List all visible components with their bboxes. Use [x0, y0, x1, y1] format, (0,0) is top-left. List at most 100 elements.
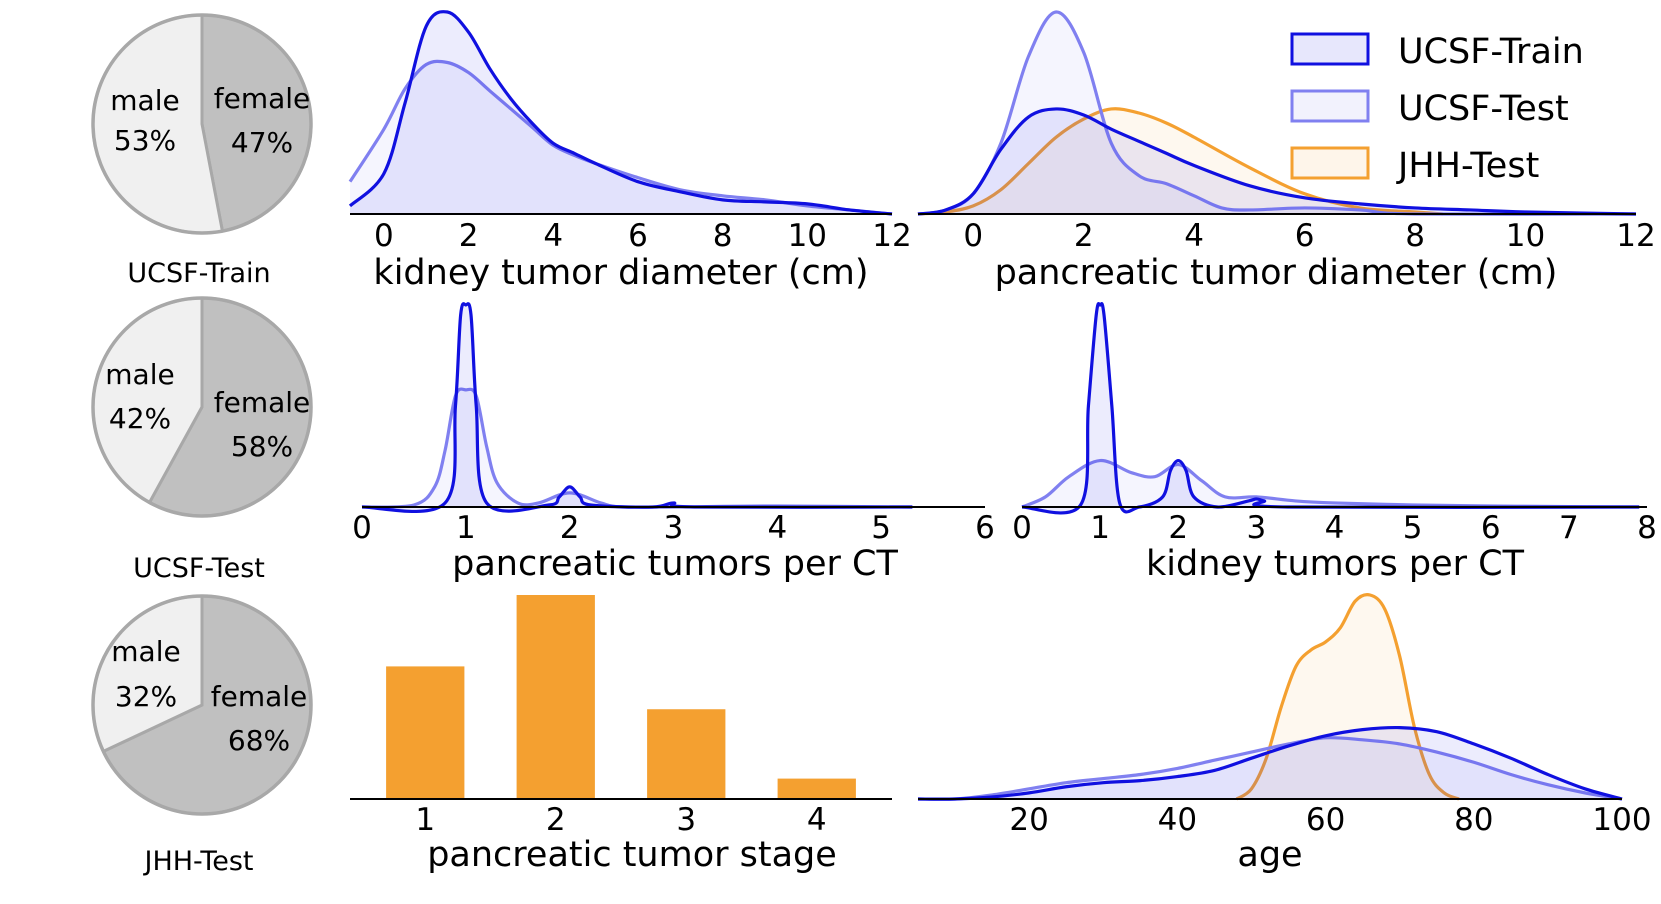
- area-ucsf-test: [1022, 460, 1640, 507]
- area-ucsf-test: [362, 389, 913, 508]
- x-tick-label: 5: [1403, 510, 1423, 546]
- x-tick-label: 0: [352, 510, 372, 546]
- line-ucsf-train: [917, 725, 1623, 801]
- x-axis-label: kidney tumor diameter (cm): [373, 253, 868, 293]
- x-tick-label: 1: [1090, 510, 1110, 546]
- legend-swatch-ucsf-train: [1290, 32, 1370, 66]
- area-jhh-test: [1236, 594, 1459, 799]
- legend: UCSF-Train UCSF-Test JHH-Test: [1290, 32, 1584, 186]
- x-tick-label: 2: [546, 802, 566, 838]
- pie-ucsf-train: male 53% female 47% UCSF-Train: [91, 13, 313, 289]
- legend-label-jhh-test: JHH-Test: [1396, 146, 1539, 186]
- line-ucsf-train: [917, 107, 1637, 216]
- area-ucsf-test: [350, 61, 892, 214]
- bar-stage-2: [516, 595, 595, 799]
- x-tick-label: 100: [1592, 802, 1651, 838]
- x-tick-label: 4: [1184, 218, 1204, 254]
- x-tick-label: 6: [975, 510, 995, 546]
- pie-label-female: female: [211, 680, 308, 713]
- pie-pct-male: 42%: [109, 402, 171, 435]
- x-tick-label: 40: [1158, 802, 1197, 838]
- area-ucsf-train: [350, 11, 892, 214]
- x-axis-label: pancreatic tumor diameter (cm): [995, 253, 1558, 293]
- x-tick-label: 2: [560, 510, 580, 546]
- pie-outline: [91, 594, 313, 816]
- x-tick-label: 10: [788, 218, 827, 254]
- panel-pancreatic-tumor-diameter-cm: 0 2 4 6 8 10 12 pancreatic tumor diameter (cm): [917, 10, 1656, 293]
- x-tick-label: 10: [1506, 218, 1545, 254]
- pie-jhh-test: male 32% female 68% JHH-Test: [91, 594, 313, 877]
- legend-swatch-jhh-test: [1290, 146, 1370, 180]
- x-tick-label: 2: [1074, 218, 1094, 254]
- x-tick-label: 60: [1306, 802, 1345, 838]
- pie-pct-female: 47%: [231, 126, 293, 159]
- x-tick-label: 12: [1616, 218, 1655, 254]
- pie-label-male: male: [111, 635, 180, 668]
- x-tick-label: 12: [872, 218, 911, 254]
- x-tick-label: 6: [1481, 510, 1501, 546]
- x-tick-label: 3: [676, 802, 696, 838]
- x-tick-label: 8: [1405, 218, 1425, 254]
- line-ucsf-test: [917, 10, 1637, 216]
- area-ucsf-train: [918, 108, 1636, 214]
- pie-charts: male 53% female 47% UCSF-Train male 42% female 5…: [91, 13, 313, 877]
- x-tick-label: 5: [871, 510, 891, 546]
- line-ucsf-test: [348, 59, 893, 216]
- line-ucsf-train: [1021, 302, 1640, 515]
- pie-title: UCSF-Train: [127, 258, 270, 289]
- x-tick-label: 1: [456, 510, 476, 546]
- pie-label-male: male: [110, 84, 179, 117]
- legend-label-ucsf-test: UCSF-Test: [1398, 89, 1569, 129]
- x-tick-label: 4: [1325, 510, 1345, 546]
- pie-label-male: male: [105, 358, 174, 391]
- area-ucsf-test: [918, 11, 1636, 215]
- x-axis-label: pancreatic tumors per CT: [452, 544, 898, 584]
- x-tick-label: 0: [374, 218, 394, 254]
- x-axis-label: pancreatic tumor stage: [427, 835, 837, 875]
- legend-swatch-ucsf-test: [1290, 89, 1370, 123]
- pie-title: UCSF-Test: [133, 553, 265, 584]
- x-tick-label: 0: [1012, 510, 1032, 546]
- x-axis-label: age: [1237, 835, 1302, 875]
- x-tick-label: 8: [1637, 510, 1657, 546]
- panel-pancreatic-tumors-per-ct: 0 1 2 3 4 5 6 pancreatic tumors per CT: [352, 302, 995, 584]
- x-tick-label: 2: [1168, 510, 1188, 546]
- pie-pct-female: 68%: [228, 724, 290, 757]
- x-tick-label: 3: [1247, 510, 1267, 546]
- panel-age: 20 40 60 80 100 age: [917, 593, 1652, 875]
- x-tick-label: 3: [664, 510, 684, 546]
- pie-outline: [91, 13, 313, 235]
- legend-label-ucsf-train: UCSF-Train: [1398, 32, 1584, 72]
- x-tick-label: 4: [543, 218, 563, 254]
- line-ucsf-train: [348, 10, 893, 216]
- pie-pct-female: 58%: [231, 430, 293, 463]
- area-ucsf-train: [362, 303, 913, 512]
- pie-slice-female: [200, 13, 313, 233]
- pie-pct-male: 53%: [114, 124, 176, 157]
- line-jhh-test: [1235, 593, 1460, 801]
- pie-label-female: female: [214, 386, 311, 419]
- x-tick-label: 4: [807, 802, 827, 838]
- pie-pct-male: 32%: [115, 680, 177, 713]
- pie-label-female: female: [214, 82, 311, 115]
- pie-ucsf-test: male 42% female 58% UCSF-Test: [91, 296, 313, 584]
- pie-outline: [91, 296, 313, 518]
- x-tick-label: 0: [963, 218, 983, 254]
- bar-stage-3: [647, 709, 726, 799]
- bar-stage-1: [386, 666, 465, 799]
- x-tick-label: 6: [1295, 218, 1315, 254]
- panel-kidney-tumors-per-ct: 0 1 2 3 4 5 6 7 8 kidney tumors per CT: [1012, 302, 1657, 584]
- x-tick-label: 2: [459, 218, 479, 254]
- x-tick-label: 1: [415, 802, 435, 838]
- bar-stage-4: [777, 778, 856, 799]
- line-ucsf-test: [917, 736, 1623, 801]
- x-tick-label: 20: [1009, 802, 1048, 838]
- x-tick-label: 7: [1559, 510, 1579, 546]
- area-ucsf-train: [918, 727, 1622, 800]
- x-tick-label: 4: [767, 510, 787, 546]
- pie-title: JHH-Test: [142, 846, 253, 877]
